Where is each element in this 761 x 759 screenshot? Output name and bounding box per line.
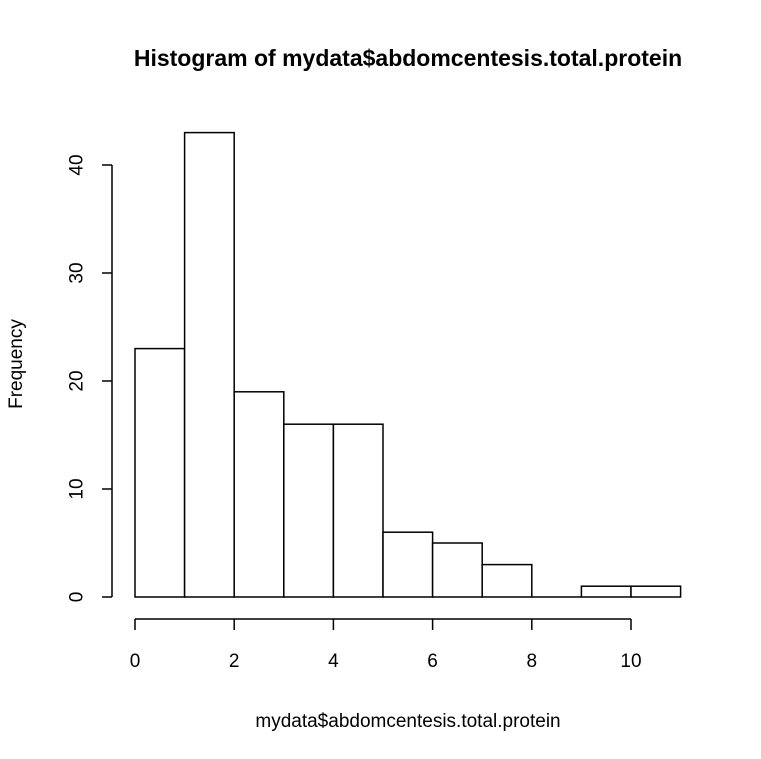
histogram-bar-0	[134, 347, 186, 598]
chart-title: Histogram of mydata$abdomcentesis.total.…	[134, 45, 682, 71]
histogram-bar-9	[580, 585, 632, 598]
y-tick-label-2: 20	[67, 370, 88, 391]
histogram-bar-3	[283, 423, 335, 598]
x-axis-label: mydata$abdomcentesis.total.protein	[255, 711, 560, 732]
x-tick-label-4: 8	[527, 651, 538, 672]
x-axis: 0 2 4 6 8 10	[130, 618, 642, 672]
histogram-bar-10	[630, 585, 682, 598]
y-tick-label-3: 30	[67, 262, 88, 283]
y-axis: 0 10 20 30 40	[67, 154, 113, 603]
x-tick-label-1: 2	[229, 651, 240, 672]
x-tick-label-2: 4	[328, 651, 339, 672]
y-axis-label: Frequency	[6, 319, 27, 409]
x-tick-label-3: 6	[427, 651, 438, 672]
x-tick-label-5: 10	[620, 651, 641, 672]
histogram-bar-5	[382, 531, 434, 598]
bars-group	[134, 131, 682, 598]
histogram-bar-7	[481, 563, 533, 598]
histogram-bar-6	[431, 542, 483, 598]
x-tick-label-0: 0	[130, 651, 141, 672]
histogram-bar-4	[332, 423, 384, 598]
y-tick-label-0: 0	[67, 592, 88, 603]
y-tick-label-4: 40	[67, 154, 88, 175]
histogram-bar-2	[233, 391, 285, 598]
histogram-bar-1	[183, 131, 235, 598]
y-tick-label-1: 10	[67, 478, 88, 499]
